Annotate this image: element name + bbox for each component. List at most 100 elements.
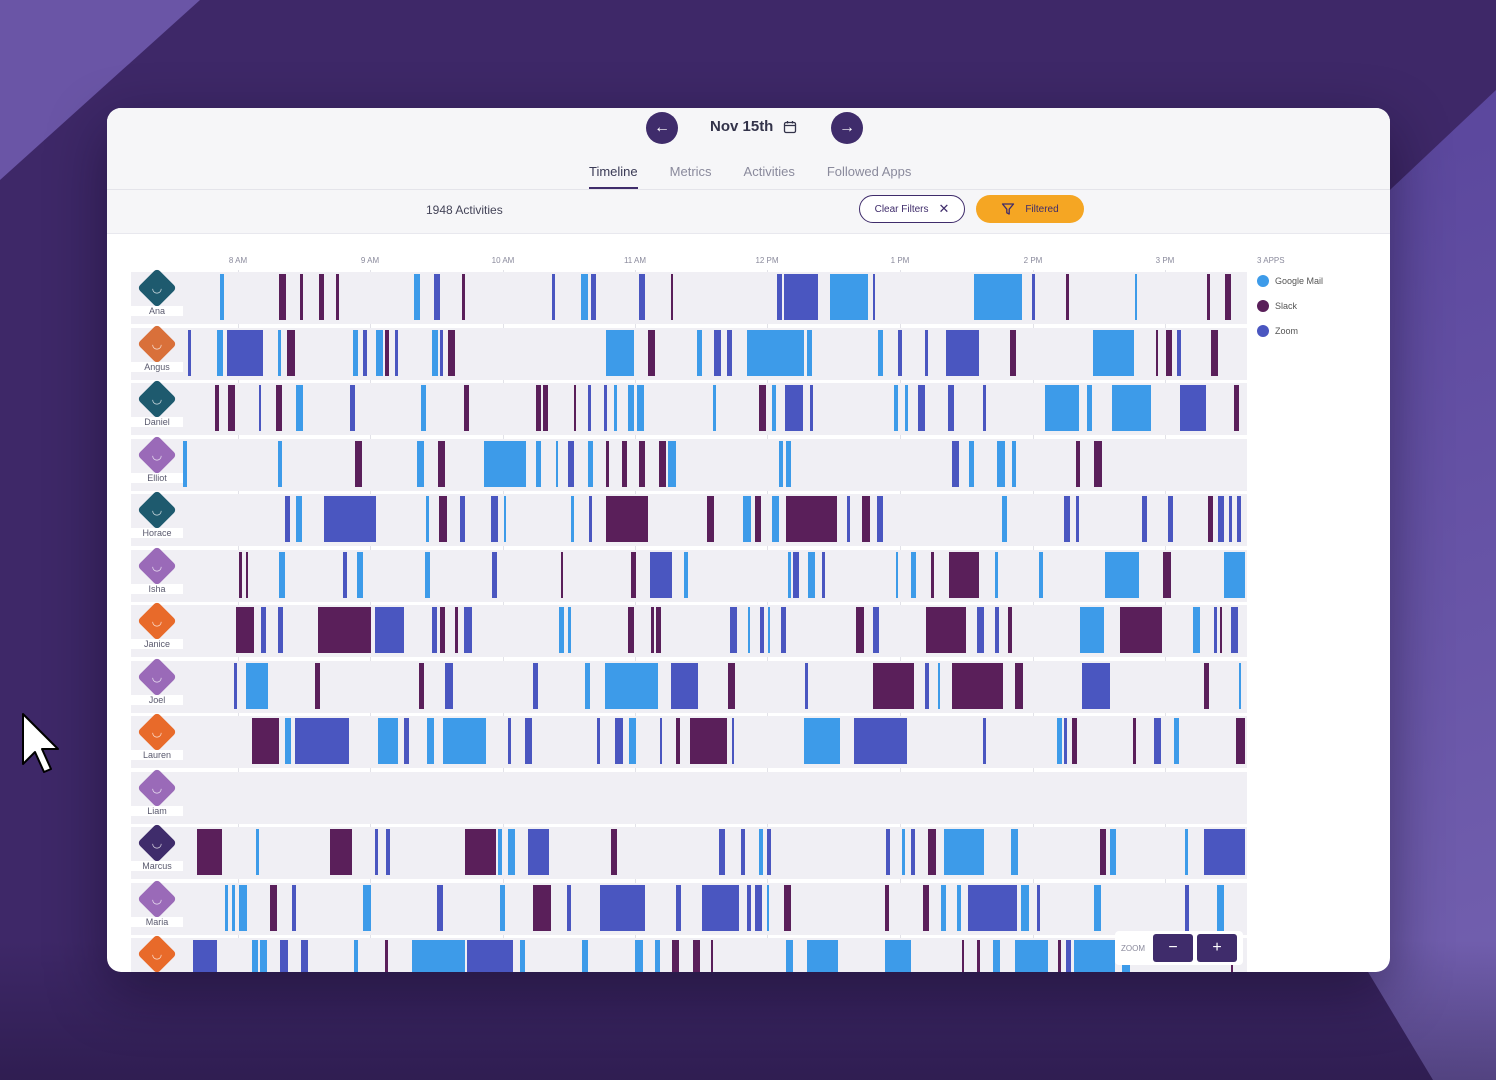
activity-bar[interactable] bbox=[498, 829, 502, 875]
activity-bar[interactable] bbox=[629, 718, 636, 764]
activity-bar[interactable] bbox=[536, 440, 542, 487]
activity-bar[interactable] bbox=[286, 329, 295, 376]
activity-bar[interactable] bbox=[788, 551, 792, 598]
activity-bar[interactable] bbox=[245, 551, 248, 598]
activity-bar[interactable] bbox=[278, 329, 281, 376]
activity-bar[interactable] bbox=[766, 829, 772, 875]
activity-bar[interactable] bbox=[432, 329, 439, 376]
activity-bar[interactable] bbox=[426, 718, 434, 764]
activity-bar[interactable] bbox=[759, 829, 763, 875]
activity-bar[interactable] bbox=[403, 718, 410, 764]
activity-bar[interactable] bbox=[635, 940, 643, 972]
legend-item-slack[interactable]: Slack bbox=[1257, 300, 1323, 312]
activity-bar[interactable] bbox=[1185, 884, 1189, 931]
activity-bar[interactable] bbox=[924, 662, 930, 709]
activity-bar[interactable] bbox=[187, 329, 192, 376]
activity-bar[interactable] bbox=[461, 274, 465, 320]
activity-bar[interactable] bbox=[1135, 274, 1138, 320]
user-row[interactable]: ◡ Daniel bbox=[131, 379, 1247, 435]
activity-bar[interactable] bbox=[856, 607, 864, 653]
activity-bar[interactable] bbox=[454, 607, 459, 653]
activity-bar[interactable] bbox=[238, 884, 247, 931]
activity-bar[interactable] bbox=[772, 496, 779, 542]
activity-bar[interactable] bbox=[356, 551, 364, 598]
activity-bar[interactable] bbox=[614, 385, 617, 431]
activity-bar[interactable] bbox=[659, 718, 663, 764]
activity-bar[interactable] bbox=[952, 440, 960, 487]
user-row[interactable]: ◡ Ana bbox=[131, 268, 1247, 324]
activity-bar[interactable] bbox=[323, 496, 376, 542]
activity-bar[interactable] bbox=[1015, 662, 1024, 709]
activity-bar[interactable] bbox=[706, 496, 714, 542]
activity-bar[interactable] bbox=[584, 662, 590, 709]
activity-bar[interactable] bbox=[771, 385, 777, 431]
activity-bar[interactable] bbox=[589, 496, 593, 542]
activity-bar[interactable] bbox=[483, 440, 527, 487]
activity-bar[interactable] bbox=[786, 940, 794, 972]
activity-bar[interactable] bbox=[1010, 329, 1017, 376]
activity-bar[interactable] bbox=[961, 940, 965, 972]
activity-bar[interactable] bbox=[520, 940, 525, 972]
activity-bar[interactable] bbox=[945, 329, 980, 376]
activity-bar[interactable] bbox=[300, 940, 308, 972]
activity-bar[interactable] bbox=[1073, 940, 1115, 972]
activity-bar[interactable] bbox=[503, 496, 507, 542]
activity-bar[interactable] bbox=[747, 884, 751, 931]
activity-bar[interactable] bbox=[606, 440, 609, 487]
activity-bar[interactable] bbox=[418, 662, 425, 709]
activity-bar[interactable] bbox=[245, 662, 269, 709]
activity-bar[interactable] bbox=[296, 496, 303, 542]
activity-bar[interactable] bbox=[727, 662, 736, 709]
zoom-in-button[interactable]: + bbox=[1197, 934, 1237, 962]
activity-bar[interactable] bbox=[261, 607, 266, 653]
activity-bar[interactable] bbox=[862, 496, 870, 542]
activity-bar[interactable] bbox=[460, 496, 465, 542]
activity-bar[interactable] bbox=[1216, 884, 1224, 931]
user-row[interactable]: ◡ Janice bbox=[131, 601, 1247, 657]
activity-bar[interactable] bbox=[982, 718, 986, 764]
activity-bar[interactable] bbox=[420, 385, 426, 431]
prev-day-button[interactable]: ← bbox=[646, 112, 678, 144]
activity-bar[interactable] bbox=[697, 329, 703, 376]
activity-bar[interactable] bbox=[411, 940, 465, 972]
activity-bar[interactable] bbox=[425, 551, 430, 598]
activity-bar[interactable] bbox=[543, 385, 549, 431]
filtered-button[interactable]: Filtered bbox=[976, 195, 1084, 223]
activity-bar[interactable] bbox=[1185, 829, 1189, 875]
activity-bar[interactable] bbox=[740, 829, 745, 875]
activity-bar[interactable] bbox=[225, 884, 229, 931]
activity-bar[interactable] bbox=[781, 607, 786, 653]
activity-bar[interactable] bbox=[330, 829, 353, 875]
activity-bar[interactable] bbox=[252, 940, 258, 972]
activity-bar[interactable] bbox=[1039, 551, 1043, 598]
activity-bar[interactable] bbox=[952, 662, 1003, 709]
activity-bar[interactable] bbox=[227, 385, 236, 431]
activity-bar[interactable] bbox=[997, 440, 1005, 487]
activity-bar[interactable] bbox=[1163, 551, 1171, 598]
activity-bar[interactable] bbox=[977, 940, 981, 972]
user-row[interactable]: ◡ Lauren bbox=[131, 712, 1247, 768]
activity-bar[interactable] bbox=[292, 884, 297, 931]
activity-bar[interactable] bbox=[671, 662, 698, 709]
activity-bar[interactable] bbox=[1192, 607, 1200, 653]
activity-bar[interactable] bbox=[944, 829, 985, 875]
activity-bar[interactable] bbox=[747, 607, 751, 653]
activity-bar[interactable] bbox=[766, 884, 770, 931]
activity-bar[interactable] bbox=[793, 551, 800, 598]
activity-bar[interactable] bbox=[1233, 385, 1239, 431]
activity-bar[interactable] bbox=[280, 940, 288, 972]
tab-activities[interactable]: Activities bbox=[743, 164, 795, 179]
activity-bar[interactable] bbox=[784, 385, 803, 431]
activity-bar[interactable] bbox=[1217, 496, 1225, 542]
activity-bar[interactable] bbox=[439, 496, 448, 542]
activity-bar[interactable] bbox=[431, 607, 437, 653]
activity-bar[interactable] bbox=[1058, 940, 1062, 972]
activity-bar[interactable] bbox=[810, 385, 813, 431]
activity-bar[interactable] bbox=[655, 940, 661, 972]
user-row[interactable]: ◡ Marcus bbox=[131, 823, 1247, 879]
activity-bar[interactable] bbox=[755, 884, 762, 931]
activity-bar[interactable] bbox=[318, 274, 324, 320]
activity-bar[interactable] bbox=[902, 829, 906, 875]
activity-bar[interactable] bbox=[426, 496, 430, 542]
activity-bar[interactable] bbox=[1141, 496, 1148, 542]
